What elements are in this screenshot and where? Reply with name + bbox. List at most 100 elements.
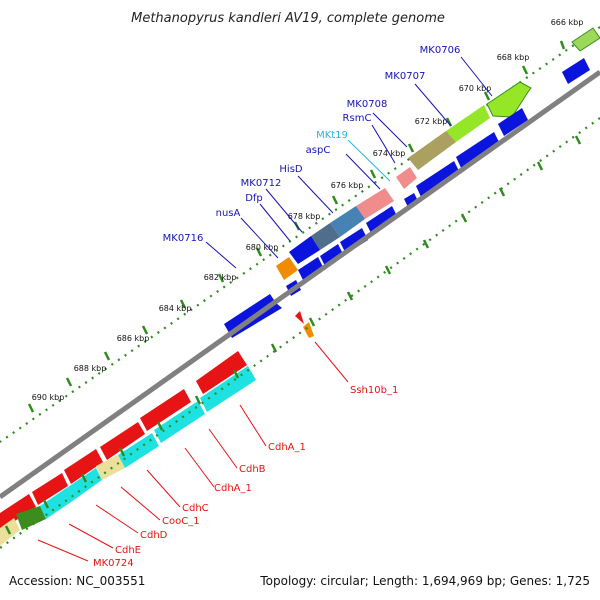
label-mk0712: MK0712 [241, 178, 282, 189]
major-tick [232, 369, 240, 379]
label-cdhb: CdhB [239, 464, 266, 475]
label-dfp: Dfp [245, 193, 263, 204]
gene-upper-red-b[interactable] [140, 389, 191, 431]
leader-mkt19 [347, 139, 391, 182]
tick-label-684: 684 kbp [159, 304, 192, 313]
gene-rev-red-small[interactable] [295, 311, 304, 324]
major-tick [194, 395, 202, 405]
label-mk0706: MK0706 [420, 45, 461, 56]
gene-rev-blue-2[interactable] [498, 108, 528, 136]
gene-upper-red-e[interactable] [32, 473, 68, 505]
gene-cooc1[interactable] [68, 468, 102, 500]
leader-mk0724 [37, 539, 89, 562]
label-hisd: HisD [279, 164, 303, 175]
gene-rev-blue-7[interactable] [340, 228, 368, 254]
gene-rev-blue-6[interactable] [366, 206, 398, 235]
leader-mk0707 [414, 83, 452, 127]
major-tick [521, 65, 529, 75]
major-tick [156, 421, 164, 431]
tick-label-682: 682 kbp [204, 273, 237, 282]
major-tick [559, 40, 566, 50]
label-mk0724: MK0724 [93, 558, 134, 569]
major-tick [103, 351, 111, 361]
major-tick [460, 213, 468, 223]
gene-upper-red-c[interactable] [100, 422, 145, 460]
leader-cdhb [208, 428, 238, 469]
leader-aspc [345, 153, 381, 190]
blue-label-leaders [205, 56, 493, 269]
gene-cdhe[interactable] [16, 506, 46, 530]
genome-backbone [0, 69, 600, 500]
tick-label-668: 668 kbp [497, 53, 530, 62]
label-cdha1-bottom: CdhA_1 [214, 483, 252, 494]
major-tick [179, 299, 187, 309]
gene-cdhb[interactable] [154, 401, 205, 443]
label-mkt19: MKt19 [316, 130, 348, 141]
lower-tick-ring [0, 117, 600, 549]
gene-mkt19[interactable] [396, 167, 417, 189]
major-tick [141, 325, 149, 335]
gene-mk0707[interactable] [486, 81, 532, 118]
leader-hisd [297, 175, 334, 214]
leader-cdha1-bottom [184, 447, 215, 488]
label-mk0707: MK0707 [385, 71, 426, 82]
major-tick [574, 135, 582, 145]
gene-mk0706[interactable] [571, 27, 600, 52]
major-tick [118, 447, 126, 457]
major-tick [331, 195, 339, 205]
gene-rev-blue-8[interactable] [320, 244, 344, 268]
label-ssh10b: Ssh10b_1 [350, 385, 398, 396]
red-label-leaders [37, 341, 349, 562]
leader-mk0712 [265, 188, 303, 233]
leader-nusa [240, 217, 279, 259]
tick-label-690: 690 kbp [32, 393, 65, 402]
gene-ssh10b[interactable] [303, 322, 314, 338]
major-tick [483, 91, 491, 101]
major-tick [27, 403, 35, 413]
label-cooc: CooC_1 [162, 516, 200, 527]
gene-aspc[interactable] [356, 188, 394, 219]
kbp-tick-labels: 666 kbp 668 kbp 670 kbp 672 kbp 674 kbp … [32, 18, 584, 402]
gene-upper-red-d[interactable] [64, 449, 103, 484]
major-tick [308, 317, 316, 327]
leader-cdhc [146, 469, 181, 508]
gene-rev-blue-1[interactable] [562, 58, 590, 84]
forward-strand-genes [0, 27, 600, 531]
red-gene-labels: Ssh10b_1 CdhA_1 CdhB CdhA_1 CdhC CooC_1 … [93, 385, 398, 569]
gene-rev-blue-3[interactable] [456, 132, 500, 170]
major-tick [4, 525, 12, 535]
gene-cdhd[interactable] [40, 487, 74, 519]
leader-rsmc [371, 124, 396, 164]
tick-label-686: 686 kbp [117, 334, 150, 343]
major-tick [42, 499, 50, 509]
label-rsmc: RsmC [343, 113, 372, 124]
map-title: Methanopyrus kandleri AV19, complete gen… [131, 11, 445, 26]
leader-mk0716 [205, 241, 237, 269]
gene-rev-blue-4[interactable] [416, 161, 460, 199]
major-tick [270, 343, 278, 353]
gene-rev-blue-9[interactable] [298, 257, 324, 282]
gene-upper-red-a[interactable] [196, 351, 247, 394]
gene-nusa[interactable] [276, 257, 298, 280]
leader-cdhd [95, 504, 139, 534]
label-cdhc: CdhC [182, 503, 209, 514]
leader-cdhe [68, 523, 114, 549]
gene-cdha1-bottom[interactable] [118, 433, 159, 468]
leader-dfp [259, 203, 291, 242]
topology-text: Topology: circular; Length: 1,694,969 bp… [259, 574, 590, 588]
gene-dfp[interactable] [289, 236, 320, 264]
label-mk0716: MK0716 [163, 233, 204, 244]
major-tick [65, 377, 73, 387]
leader-mk0706 [460, 56, 493, 97]
gene-mk0712[interactable] [311, 223, 340, 250]
tick-label-666: 666 kbp [551, 18, 584, 27]
major-tick [369, 169, 377, 179]
gene-hisd[interactable] [330, 206, 365, 237]
major-tick [217, 273, 225, 283]
gene-cdha1-top[interactable] [200, 366, 256, 412]
tick-label-670: 670 kbp [459, 84, 492, 93]
gene-rsmc[interactable] [408, 131, 456, 170]
label-nusa: nusA [216, 208, 241, 219]
gene-mk0708[interactable] [446, 105, 490, 142]
